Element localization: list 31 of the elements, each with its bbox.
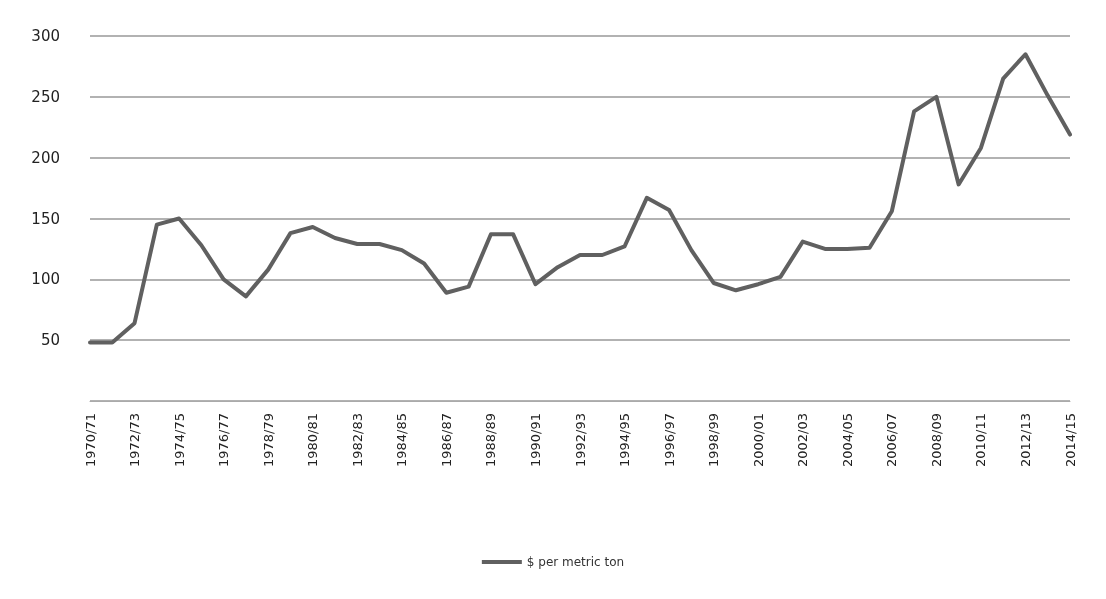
x-tick-label: 1982/83 xyxy=(349,413,365,468)
x-tick-label: 1978/79 xyxy=(260,413,276,468)
legend-label: $ per metric ton xyxy=(526,555,625,569)
x-tick-label: 1986/87 xyxy=(438,413,454,468)
x-tick-label: 1976/77 xyxy=(216,413,232,468)
y-tick-label: 150 xyxy=(31,209,60,228)
x-tick-label: 2000/01 xyxy=(750,413,766,468)
x-tick-label: 2010/11 xyxy=(973,413,989,468)
x-tick-label: 2014/15 xyxy=(1062,413,1078,468)
x-tick-label: 2008/09 xyxy=(928,413,944,468)
x-tick-label: 1988/89 xyxy=(483,413,499,468)
y-tick-label: 100 xyxy=(31,270,60,289)
x-tick-label: 1992/93 xyxy=(572,413,588,468)
x-tick-label: 1970/71 xyxy=(82,413,98,468)
y-tick-label: 200 xyxy=(31,148,60,167)
x-tick-label: 1972/73 xyxy=(127,413,143,468)
x-tick-label: 1998/99 xyxy=(706,413,722,468)
x-tick-label: 2012/13 xyxy=(1017,413,1033,468)
x-tick-label: 2004/05 xyxy=(839,413,855,468)
x-tick-label: 1990/91 xyxy=(527,413,543,468)
x-tick-label: 1974/75 xyxy=(171,413,187,468)
x-tick-label: 2006/07 xyxy=(884,413,900,468)
x-tick-label: 1980/81 xyxy=(305,413,321,468)
x-tick-label: 1996/97 xyxy=(661,413,677,468)
line-series xyxy=(88,52,1072,345)
y-tick-label: 300 xyxy=(31,27,60,45)
y-tick-label: 50 xyxy=(40,331,60,350)
x-tick-label: 2002/03 xyxy=(795,413,811,468)
y-tick-label: 250 xyxy=(31,87,60,106)
x-tick-label: 1994/95 xyxy=(617,413,633,468)
x-tick-label: 1984/85 xyxy=(394,413,410,468)
